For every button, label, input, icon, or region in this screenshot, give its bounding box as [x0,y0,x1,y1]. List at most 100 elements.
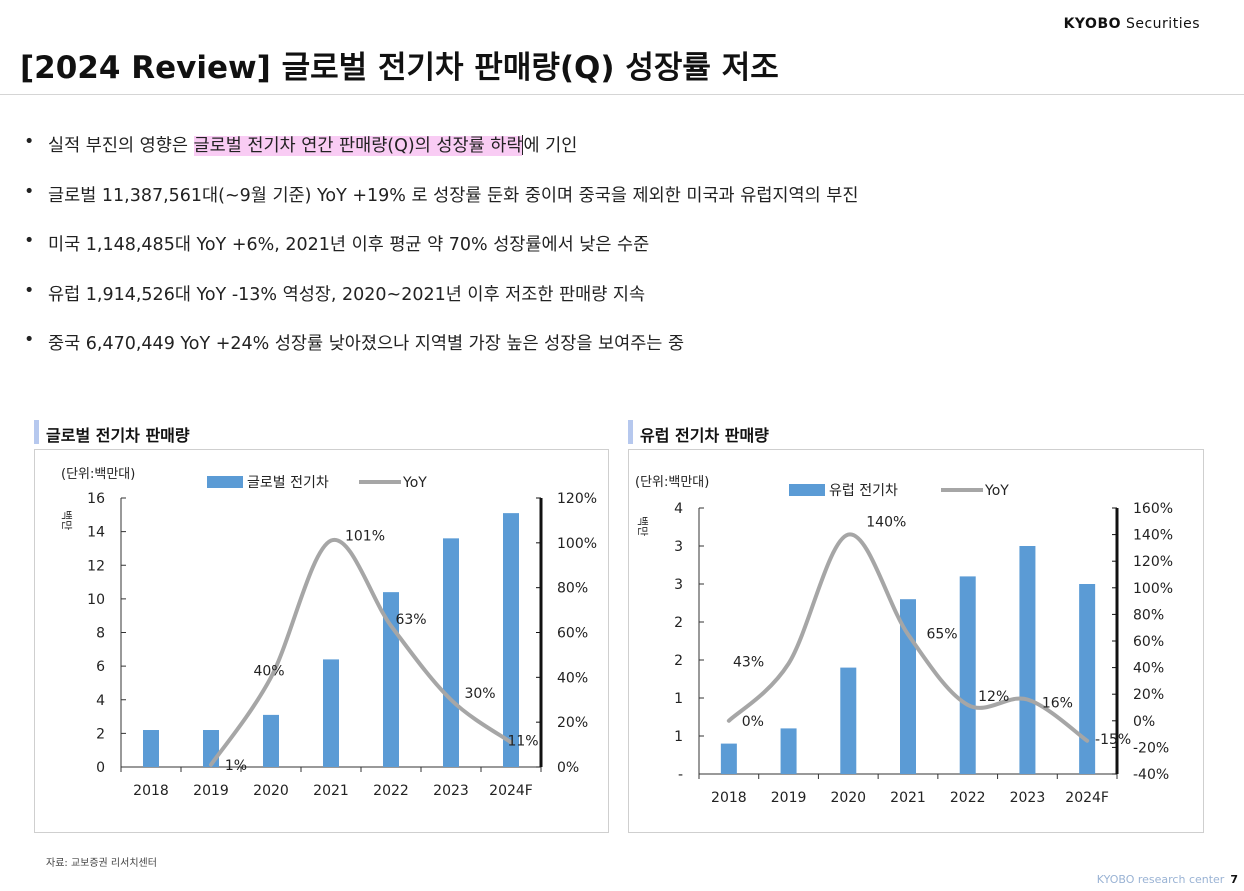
left-tick-label: 6 [96,659,105,675]
bullet-text-end: 에 기인 [523,136,578,156]
right-tick-label: 160% [1133,501,1173,517]
x-tick-label: 2021 [890,790,926,806]
sales-bar [1019,546,1036,774]
left-tick-label: 8 [96,626,105,642]
left-tick-label: - [678,767,683,783]
source-note: 자료: 교보증권 리서치센터 [46,858,157,869]
right-tick-label: 140% [1133,528,1173,544]
x-tick-label: 2019 [771,790,807,806]
sales-bar [383,592,399,767]
x-tick-label: 2018 [711,790,747,806]
sales-bar [503,513,519,767]
unit-label: (단위:백만대) [635,475,709,490]
right-tick-label: -40% [1133,767,1169,783]
global-ev-sales-chart: (단위:백만대) 백만 글로벌 전기차 YoY 0 2 4 6 8 10 12 14 16 0% 20% 40… [60,467,597,799]
right-tick-label: -20% [1133,740,1169,756]
legend-bar-swatch [207,476,243,488]
x-tick-label: 2023 [1010,790,1046,806]
left-tick-label: 2 [674,615,683,631]
right-tick-label: 80% [557,581,588,597]
right-tick-label: 120% [557,491,597,507]
bullet-text: 중국 6,470,449 YoY +24% 성장률 낮아졌으나 지역별 가장 높… [48,334,685,354]
left-tick-label: 0 [96,760,105,776]
right-tick-label: 40% [557,670,588,686]
x-tick-label: 2024F [1065,790,1109,806]
title-accent-bar [628,420,633,444]
bullet-dot: • [24,231,35,251]
europe-ev-sales-chart: (단위:백만대) 백만 유럽 전기차 YoY - 1 1 2 2 3 3 4 -40% -20% 0% 20%… [635,475,1173,806]
right-tick-label: 60% [1133,634,1164,650]
bullet-item: • 미국 1,148,485대 YoY +6%, 2021년 이후 평균 약 70… [22,231,859,281]
right-tick-label: 0% [557,760,579,776]
global-chart-title-text: 글로벌 전기차 판매량 [46,426,190,445]
legend-line-label: YoY [402,475,427,491]
left-tick-label: 1 [674,691,683,707]
bullet-item: • 중국 6,470,449 YoY +24% 성장률 낮아졌으나 지역별 가장 … [22,330,859,380]
global-chart-box: (단위:백만대) 백만 글로벌 전기차 YoY 0 2 4 6 8 10 12 14 16 0% 20% 40… [34,449,609,833]
yoy-data-label: 140% [866,515,906,531]
bullet-item: • 글로벌 11,387,561대(~9월 기준) YoY +19% 로 성장률 … [22,182,859,232]
x-tick-label: 2022 [373,783,409,799]
x-tick-label: 2020 [253,783,289,799]
bullet-list: • 실적 부진의 영향은 글로벌 전기차 연간 판매량(Q)의 성장률 하락에 기… [22,132,859,380]
legend-bar-swatch [789,484,825,496]
legend-bar-label: 글로벌 전기차 [247,475,329,491]
left-tick-label: 14 [87,525,105,541]
right-tick-label: 100% [557,536,597,552]
bullet-text: 유럽 1,914,526대 YoY -13% 역성장, 2020~2021년 이… [48,284,646,305]
highlighted-text: 글로벌 전기차 연간 판매량(Q)의 성장률 하락 [193,136,523,156]
right-tick-label: 100% [1133,581,1173,597]
y-side-label: 백만 [60,510,73,530]
right-tick-label: 80% [1133,607,1164,623]
unit-label: (단위:백만대) [61,467,135,482]
bullet-item: • 실적 부진의 영향은 글로벌 전기차 연간 판매량(Q)의 성장률 하락에 기… [22,132,859,182]
x-tick-label: 2023 [433,783,469,799]
bullet-item: • 유럽 1,914,526대 YoY -13% 역성장, 2020~2021년 … [22,281,859,331]
yoy-line [209,537,513,767]
left-tick-label: 12 [87,558,105,574]
sales-bar [143,730,159,767]
left-tick-label: 16 [87,491,105,507]
yoy-data-label: 65% [926,626,957,642]
bullet-text: 미국 1,148,485대 YoY +6%, 2021년 이후 평균 약 70%… [48,235,650,255]
bullet-dot: • [24,132,35,152]
x-tick-label: 2021 [313,783,349,799]
brand-logo: KYOBO Securities [1064,16,1200,32]
sales-bar [840,667,857,774]
title-divider [0,94,1244,95]
left-tick-label: 4 [96,693,105,709]
left-tick-label: 3 [674,539,683,555]
y-side-label: 백만 [636,516,649,536]
brand-light: Securities [1125,16,1200,32]
yoy-data-label: 0% [742,714,764,730]
bullet-dot: • [24,181,35,202]
left-tick-label: 10 [87,592,105,608]
right-tick-label: 20% [557,715,588,731]
x-tick-label: 2022 [950,790,986,806]
yoy-data-label: 101% [345,529,385,545]
sales-bar [323,659,339,767]
bullet-dot: • [24,330,35,350]
bullet-text: 실적 부진의 영향은 [48,136,194,156]
yoy-data-label: 12% [978,689,1009,705]
right-tick-label: 0% [1133,714,1155,730]
yoy-data-label: 11% [507,733,538,749]
right-tick-label: 20% [1133,687,1164,703]
sales-bar [959,576,976,774]
title-accent-bar [34,420,39,444]
brand-bold: KYOBO [1063,16,1122,32]
yoy-data-label: -15% [1095,732,1131,748]
footer-center: KYOBO research center [1096,873,1225,886]
yoy-line [726,532,1090,743]
sales-bar [720,743,737,774]
left-tick-label: 2 [674,653,683,669]
page-number: 7 [1230,873,1238,886]
yoy-data-label: 63% [395,612,426,628]
left-tick-label: 2 [96,726,105,742]
yoy-data-label: 1% [225,758,247,774]
bullet-dot: • [24,280,35,301]
europe-chart-box: (단위:백만대) 백만 유럽 전기차 YoY - 1 1 2 2 3 3 4 -40% -20% 0% 20%… [628,449,1204,833]
text-cursor [522,135,524,155]
sales-bar [263,714,279,767]
right-tick-label: 120% [1133,554,1173,570]
